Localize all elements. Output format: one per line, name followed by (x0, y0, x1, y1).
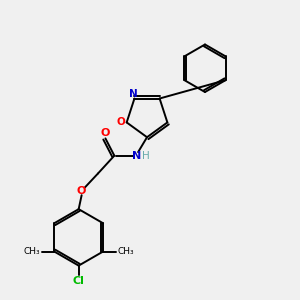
Text: N: N (132, 151, 141, 160)
Text: CH₃: CH₃ (23, 247, 40, 256)
Text: O: O (117, 117, 126, 128)
Text: CH₃: CH₃ (118, 247, 134, 256)
Text: N: N (130, 89, 138, 99)
Text: O: O (101, 128, 110, 138)
Text: H: H (142, 151, 150, 160)
Text: O: O (77, 186, 86, 196)
Text: Cl: Cl (73, 276, 85, 286)
